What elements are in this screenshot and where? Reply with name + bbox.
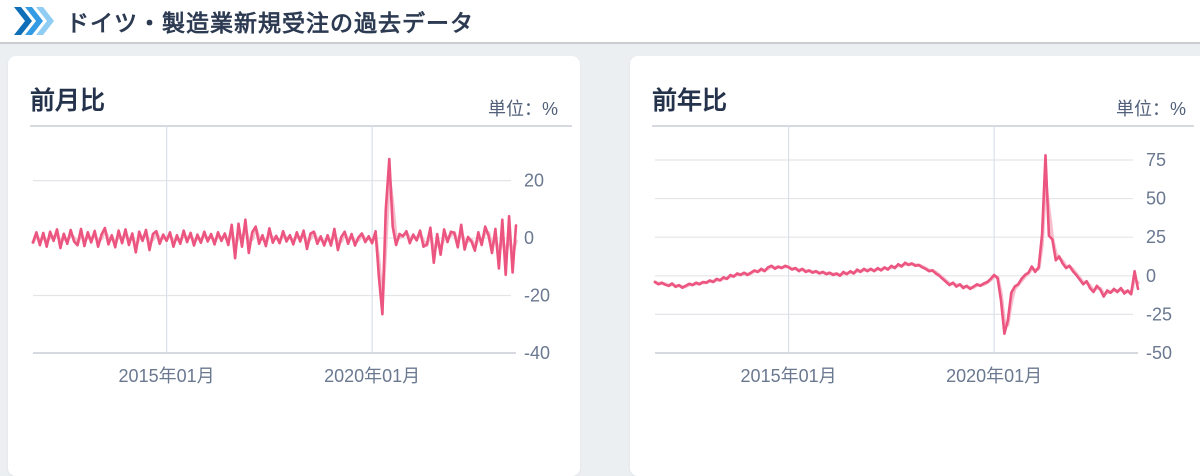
svg-text:-40: -40	[524, 343, 550, 363]
panel-title: 前年比	[652, 87, 728, 115]
page-title: ドイツ・製造業新規受注の過去データ	[66, 10, 474, 36]
svg-text:2015年01月: 2015年01月	[741, 366, 837, 386]
panel-month-over-month: 前月比 単位：% 20 0 -20 -40 2015年01月 2020年01月	[8, 56, 580, 476]
page-header: ドイツ・製造業新規受注の過去データ	[0, 0, 1200, 44]
panel-year-over-year: 前年比 単位：% 75 50 25 0 -25 -50 2015年01月 2020年01月	[630, 56, 1200, 476]
svg-text:0: 0	[1146, 266, 1156, 286]
panel-title: 前月比	[30, 87, 106, 115]
panel-head: 前年比 単位：%	[630, 56, 1200, 120]
triple-chevron-icon	[14, 6, 56, 36]
mom-line-chart: 20 0 -20 -40 2015年01月 2020年01月	[30, 124, 580, 394]
svg-text:75: 75	[1146, 150, 1166, 170]
unit-label: 単位：%	[1115, 99, 1186, 119]
yoy-line-chart: 75 50 25 0 -25 -50 2015年01月 2020年01月	[652, 124, 1200, 394]
svg-text:25: 25	[1146, 227, 1166, 247]
svg-text:-25: -25	[1146, 304, 1172, 324]
svg-text:20: 20	[524, 171, 544, 191]
svg-text:-50: -50	[1146, 343, 1172, 363]
svg-text:2020年01月: 2020年01月	[946, 366, 1042, 386]
svg-text:-20: -20	[524, 286, 550, 306]
content: 前月比 単位：% 20 0 -20 -40 2015年01月 2020年01月 前年比 単…	[0, 44, 1200, 476]
svg-text:50: 50	[1146, 189, 1166, 209]
svg-text:0: 0	[524, 228, 534, 248]
unit-label: 単位：%	[487, 99, 558, 119]
panel-head: 前月比 単位：%	[8, 56, 580, 120]
svg-text:2020年01月: 2020年01月	[324, 366, 420, 386]
svg-text:2015年01月: 2015年01月	[119, 366, 215, 386]
